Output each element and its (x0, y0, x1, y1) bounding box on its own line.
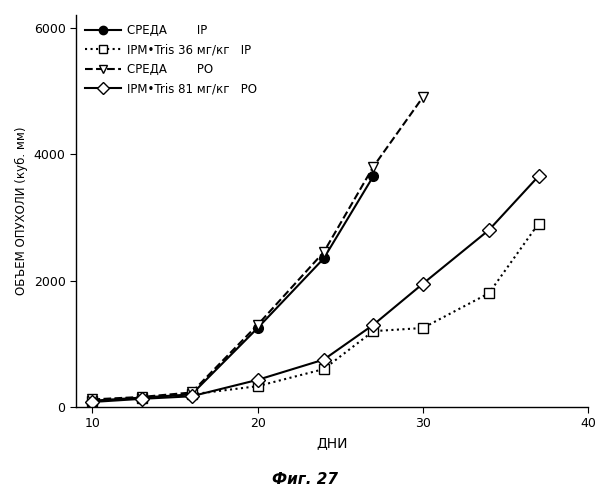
X-axis label: ДНИ: ДНИ (316, 436, 348, 450)
Y-axis label: ОБЪЕМ ОПУХОЛИ (куб. мм): ОБЪЕМ ОПУХОЛИ (куб. мм) (15, 127, 28, 296)
Legend: СРЕДА        IP, IPM•Tris 36 мг/кг   IP, СРЕДА        PO, IPM•Tris 81 мг/кг   PO: СРЕДА IP, IPM•Tris 36 мг/кг IP, СРЕДА PO… (82, 21, 260, 100)
Text: Фиг. 27: Фиг. 27 (273, 472, 338, 488)
